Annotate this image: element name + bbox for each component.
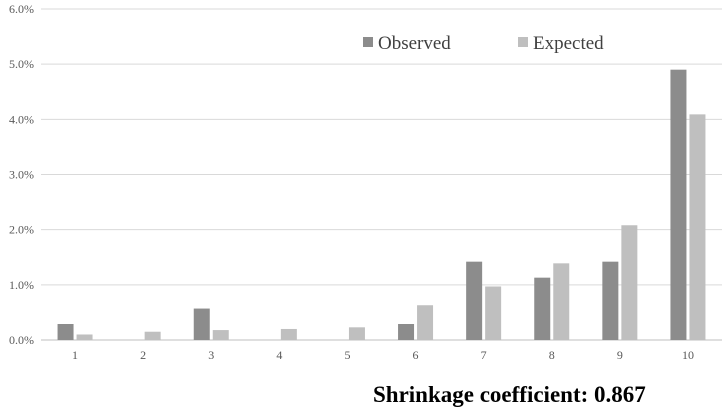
x-tick-label: 9 bbox=[617, 348, 623, 362]
x-tick-label: 10 bbox=[682, 348, 694, 362]
x-tick-label: 4 bbox=[276, 348, 282, 362]
bar-expected-7 bbox=[485, 286, 502, 340]
bar-expected-10 bbox=[689, 114, 706, 340]
legend-swatch-expected bbox=[518, 37, 528, 47]
x-tick-label: 6 bbox=[413, 348, 419, 362]
x-axis: 1 2 3 4 5 6 7 8 9 10 bbox=[41, 339, 722, 362]
y-tick-label: 3.0% bbox=[9, 168, 34, 182]
bar-observed-7 bbox=[466, 261, 483, 340]
y-tick-label: 1.0% bbox=[9, 278, 34, 292]
bar-observed-9 bbox=[602, 261, 619, 340]
bars bbox=[57, 69, 706, 340]
x-tick-label: 8 bbox=[549, 348, 555, 362]
x-tick-label: 1 bbox=[72, 348, 78, 362]
shrinkage-coefficient-annotation: Shrinkage coefficient: 0.867 bbox=[373, 382, 646, 407]
bar-expected-3 bbox=[212, 330, 229, 340]
y-tick-label: 5.0% bbox=[9, 57, 34, 71]
y-tick-label: 0.0% bbox=[9, 333, 34, 347]
bar-observed-8 bbox=[534, 277, 551, 340]
y-tick-label: 4.0% bbox=[9, 112, 34, 126]
legend-label-observed: Observed bbox=[378, 33, 451, 54]
x-tick-label: 3 bbox=[208, 348, 214, 362]
y-tick-label: 2.0% bbox=[9, 223, 34, 237]
bar-observed-3 bbox=[193, 308, 210, 340]
bar-observed-6 bbox=[398, 324, 415, 340]
y-axis: 0.0% 1.0% 2.0% 3.0% 4.0% 5.0% 6.0% bbox=[9, 2, 34, 347]
bar-expected-8 bbox=[553, 263, 570, 340]
bar-observed-1 bbox=[57, 324, 74, 340]
bar-expected-9 bbox=[621, 225, 638, 340]
bar-expected-2 bbox=[144, 331, 161, 340]
bar-expected-6 bbox=[417, 305, 434, 340]
x-tick-label: 2 bbox=[140, 348, 146, 362]
x-tick-label: 7 bbox=[481, 348, 487, 362]
bar-expected-1 bbox=[76, 334, 93, 340]
x-tick-label: 5 bbox=[344, 348, 350, 362]
legend-label-expected: Expected bbox=[533, 33, 604, 54]
bar-observed-10 bbox=[670, 69, 687, 340]
y-tick-label: 6.0% bbox=[9, 2, 34, 16]
legend-swatch-observed bbox=[363, 37, 373, 47]
legend: Observed Expected bbox=[363, 33, 604, 54]
bar-expected-4 bbox=[280, 328, 297, 340]
bar-expected-5 bbox=[348, 327, 365, 340]
